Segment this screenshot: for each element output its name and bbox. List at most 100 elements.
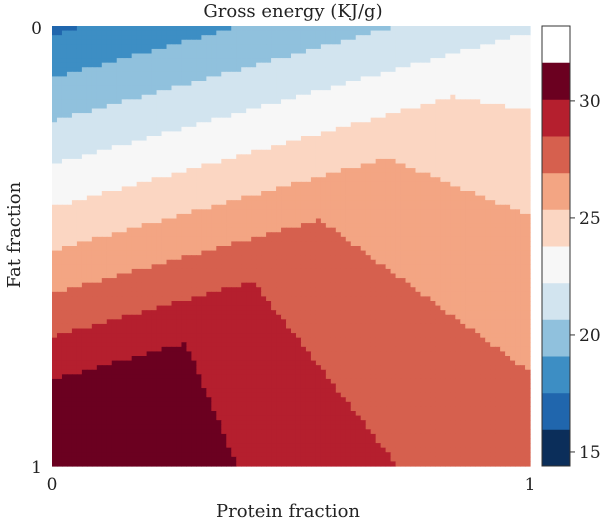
heatmap-cell xyxy=(56,117,63,123)
heatmap-cell xyxy=(246,177,252,183)
heatmap-cell xyxy=(400,177,407,183)
heatmap-cell xyxy=(211,186,217,192)
heatmap-cell xyxy=(101,85,108,91)
heatmap-cell xyxy=(211,223,217,229)
heatmap-cell xyxy=(91,195,98,201)
heatmap-cell xyxy=(176,204,183,210)
heatmap-cell xyxy=(395,58,402,64)
heatmap-cell xyxy=(495,195,501,201)
heatmap-cell xyxy=(91,26,98,32)
heatmap-cell xyxy=(91,81,98,87)
heatmap-cell xyxy=(455,48,461,55)
heatmap-cell xyxy=(310,223,317,229)
heatmap-cell xyxy=(480,58,486,64)
heatmap-cell xyxy=(380,26,387,32)
heatmap-cell xyxy=(345,259,352,265)
heatmap-cell xyxy=(146,117,153,123)
heatmap-cell xyxy=(236,232,242,238)
heatmap-cell xyxy=(111,209,118,215)
heatmap-cell xyxy=(355,186,362,192)
heatmap-cell xyxy=(66,94,73,100)
heatmap-cell xyxy=(485,85,491,91)
heatmap-cell xyxy=(241,236,247,243)
heatmap-cell xyxy=(211,99,217,105)
heatmap-cell xyxy=(281,81,287,87)
heatmap-cell xyxy=(510,213,516,220)
heatmap-cell xyxy=(320,136,327,142)
heatmap-cell xyxy=(340,85,347,91)
heatmap-cell xyxy=(485,236,491,243)
heatmap-cell xyxy=(191,223,197,229)
heatmap-cell xyxy=(460,35,466,41)
heatmap-cell xyxy=(71,103,78,110)
heatmap-cell xyxy=(146,26,153,32)
heatmap-cell xyxy=(146,218,153,224)
heatmap-cell xyxy=(146,241,153,247)
heatmap-cell xyxy=(370,85,377,91)
heatmap-cell xyxy=(291,131,297,137)
heatmap-cell xyxy=(495,103,501,110)
heatmap-cell xyxy=(325,200,332,206)
heatmap-cell xyxy=(251,259,257,265)
heatmap-cell xyxy=(375,39,382,45)
heatmap-cell xyxy=(76,218,83,224)
heatmap-cell xyxy=(390,131,397,137)
heatmap-cell xyxy=(156,218,163,224)
heatmap-cell xyxy=(505,195,511,201)
heatmap-cell xyxy=(216,39,222,45)
heatmap-cell xyxy=(380,223,387,229)
heatmap-cell xyxy=(305,250,312,256)
heatmap-cell xyxy=(121,232,128,238)
heatmap-cell xyxy=(405,209,412,215)
heatmap-cell xyxy=(176,209,183,215)
heatmap-cell xyxy=(315,204,322,210)
heatmap-cell xyxy=(505,53,511,59)
heatmap-cell xyxy=(106,181,113,188)
heatmap-cell xyxy=(455,44,461,50)
heatmap-cell xyxy=(251,67,257,73)
heatmap-cell xyxy=(450,149,456,155)
heatmap-cell xyxy=(405,241,412,247)
heatmap-cell xyxy=(415,113,422,119)
heatmap-cell xyxy=(176,246,183,252)
heatmap-cell xyxy=(196,246,202,252)
heatmap-cell xyxy=(236,39,242,45)
heatmap-cell xyxy=(166,48,173,55)
heatmap-cell xyxy=(505,163,511,169)
heatmap-cell xyxy=(475,191,481,197)
heatmap-cell xyxy=(191,158,197,165)
heatmap-cell xyxy=(66,35,73,41)
heatmap-cell xyxy=(91,154,98,160)
heatmap-cell xyxy=(86,246,93,252)
heatmap-cell xyxy=(385,53,392,59)
heatmap-cell xyxy=(435,223,441,229)
heatmap-cell xyxy=(315,200,322,206)
heatmap-cell xyxy=(216,71,222,78)
heatmap-cell xyxy=(320,168,327,174)
heatmap-cell xyxy=(211,94,217,100)
heatmap-cell xyxy=(136,81,143,87)
heatmap-cell xyxy=(271,218,277,224)
heatmap-cell xyxy=(420,99,427,105)
heatmap-cell xyxy=(186,177,193,183)
heatmap-cell xyxy=(141,168,148,174)
heatmap-cell xyxy=(276,204,282,210)
heatmap-cell xyxy=(345,117,352,123)
heatmap-cell xyxy=(66,213,73,220)
heatmap-cell xyxy=(350,136,357,142)
heatmap-cell xyxy=(191,48,197,55)
heatmap-cell xyxy=(480,76,486,82)
heatmap-cell xyxy=(345,62,352,68)
heatmap-cell xyxy=(375,177,382,183)
heatmap-cell xyxy=(345,227,352,233)
heatmap-cell xyxy=(305,181,312,188)
heatmap-cell xyxy=(485,209,491,215)
heatmap-cell xyxy=(370,158,377,165)
heatmap-cell xyxy=(161,99,168,105)
heatmap-cell xyxy=(360,94,367,100)
heatmap-cell xyxy=(231,259,237,265)
heatmap-cell xyxy=(505,99,511,105)
heatmap-cell xyxy=(221,35,227,41)
heatmap-cell xyxy=(126,44,133,50)
heatmap-cell xyxy=(256,39,262,45)
